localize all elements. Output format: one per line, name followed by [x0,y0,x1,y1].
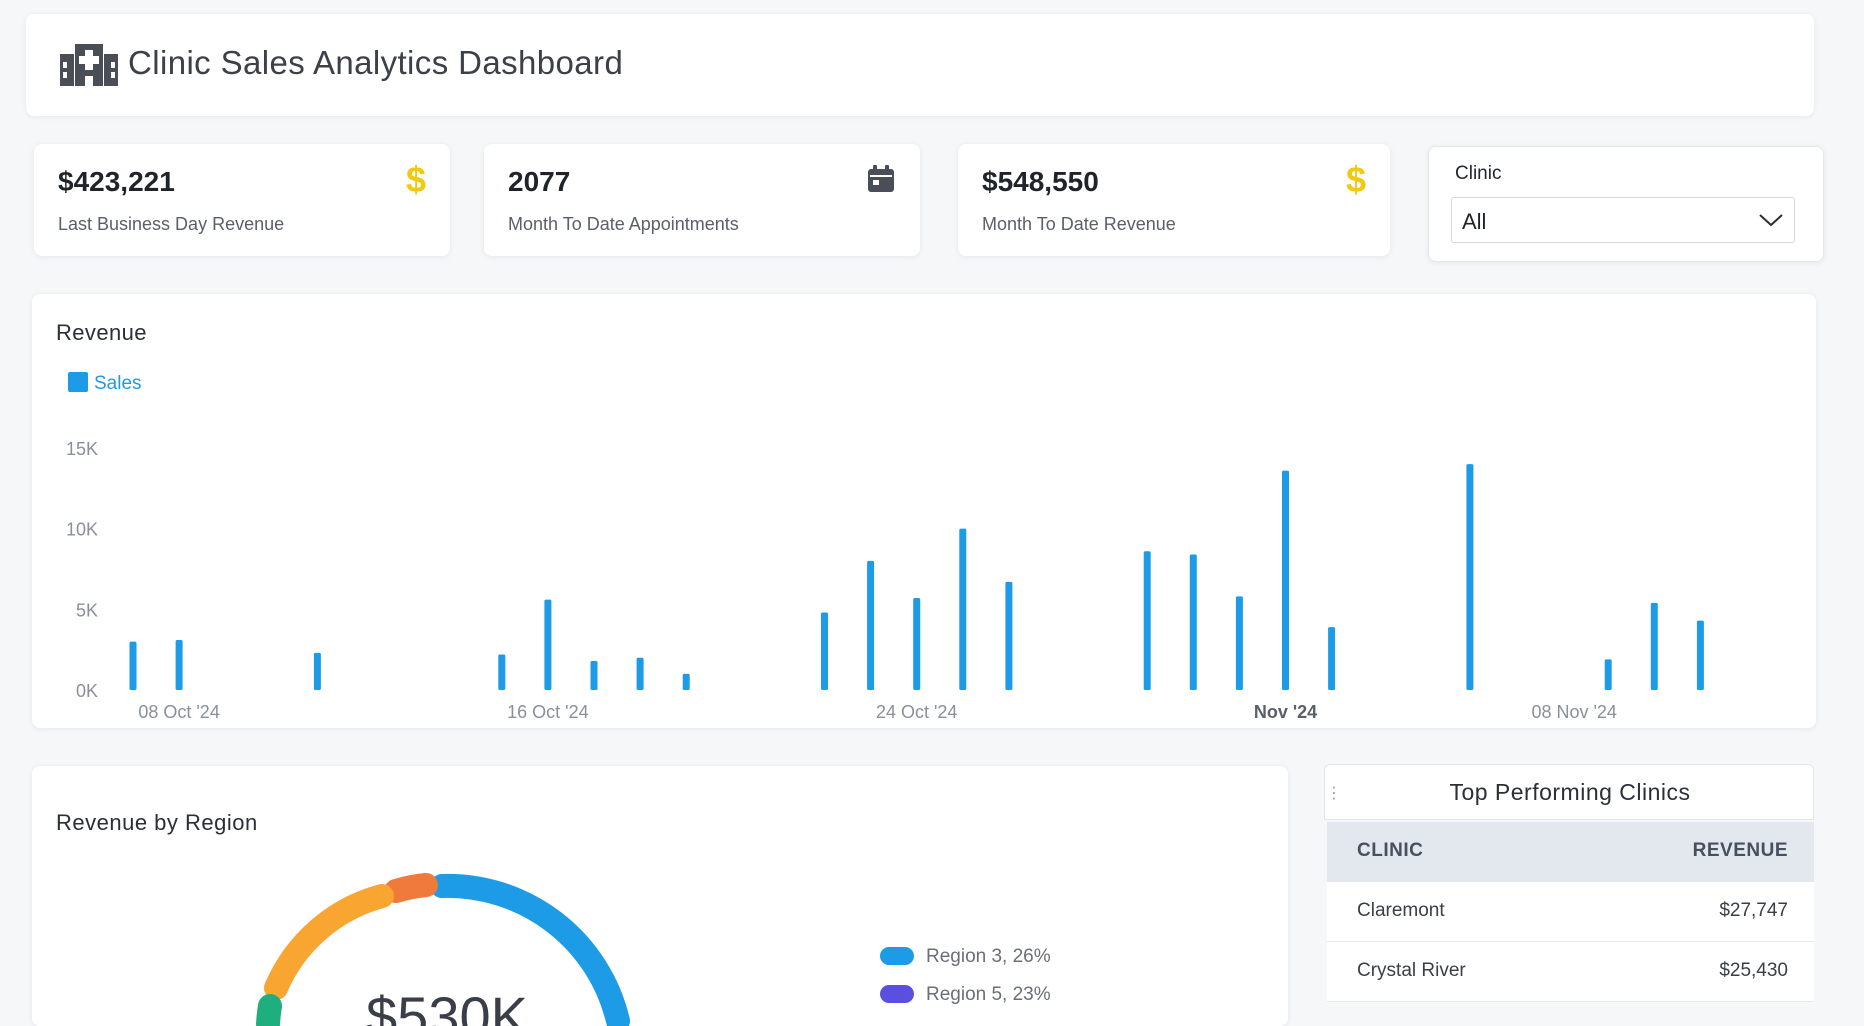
revenue-bar[interactable] [498,654,506,690]
legend-label: Region 5, 23% [926,984,1051,1005]
x-tick-label: 08 Oct '24 [138,702,219,722]
kpi-label: Month To Date Appointments [508,214,739,234]
revenue-bar[interactable] [590,660,598,690]
table-title: Top Performing Clinics [1449,779,1691,805]
column-header-clinic[interactable]: CLINIC [1357,840,1424,861]
column-header-revenue[interactable]: REVENUE [1692,840,1788,861]
kpi-card-last-business-day-revenue: $423,221 Last Business Day Revenue $ [34,144,450,256]
clinic-name: Crystal River [1357,960,1466,981]
calendar-icon [868,165,894,192]
y-tick-label: 10K [66,520,98,540]
dollar-icon: $ [1345,159,1366,200]
x-tick-label: Nov '24 [1254,702,1317,722]
kpi-card-month-to-date-revenue: $548,550 Month To Date Revenue $ [958,144,1390,256]
kpi-label: Last Business Day Revenue [58,214,285,234]
x-tick-label: 16 Oct '24 [507,702,588,722]
revenue-bar[interactable] [682,673,690,690]
revenue-bar[interactable] [544,599,552,690]
revenue-bar[interactable] [821,612,828,690]
table-row[interactable]: Claremont $27,747 [1327,882,1814,942]
revenue-bar[interactable] [1005,581,1013,690]
kpi-label: Month To Date Revenue [982,214,1176,234]
donut-segment-region-3 [430,873,630,1026]
revenue-bar[interactable] [1328,627,1336,690]
revenue-bar[interactable] [175,639,183,690]
revenue-bar[interactable] [129,641,137,690]
revenue-bar[interactable] [1143,551,1151,690]
clinic-select-value: All [1462,209,1487,234]
kpi-value: $548,550 [982,166,1099,197]
donut-segment-teal [256,994,282,1026]
y-tick-label: 0K [76,681,98,701]
revenue-bar[interactable] [1696,620,1704,690]
top-clinics-header: ⋮ Top Performing Clinics [1324,764,1814,820]
chart-title: Revenue [56,320,147,345]
region-legend-item[interactable]: Region 5, 23% [880,984,1051,1006]
region-legend-item[interactable]: Region 3, 26% [880,946,1051,968]
revenue-bar[interactable] [1466,464,1474,690]
x-tick-label: 08 Nov '24 [1531,702,1617,722]
clinic-revenue: $27,747 [1719,900,1788,921]
revenue-bar[interactable] [913,598,921,690]
drag-handle-icon[interactable]: ⋮ [1326,785,1342,802]
dashboard-header: Clinic Sales Analytics Dashboard [26,14,1814,116]
page-title: Clinic Sales Analytics Dashboard [128,44,624,81]
revenue-bar-chart: 0K 5K 10K 15K 08 Oct '24 16 Oct '24 24 Oct '24… [66,439,1704,722]
revenue-bar[interactable] [1235,596,1243,690]
legend-label: Sales [94,373,142,394]
revenue-bar[interactable] [313,652,321,690]
legend-swatch [880,985,914,1003]
legend-swatch [68,372,88,392]
table-header-row: CLINIC REVENUE [1327,822,1814,882]
chart-legend-item-sales[interactable]: Sales [68,372,142,395]
clinic-select[interactable]: All [1451,197,1795,243]
y-tick-label: 5K [76,600,98,620]
revenue-bar[interactable] [1604,659,1612,690]
revenue-bar[interactable] [959,528,967,690]
revenue-bar[interactable] [636,657,644,690]
kpi-card-month-to-date-appointments: 2077 Month To Date Appointments [484,144,920,256]
clinic-filter: Clinic All [1428,146,1824,262]
chevron-down-icon [1759,214,1783,227]
region-donut-chart: $530K [256,873,630,1026]
revenue-by-region-card: Revenue by Region $530K Region 3, 26% Re… [32,766,1288,1026]
table-row[interactable]: Crystal River $25,430 [1327,942,1814,1002]
chart-title: Revenue by Region [56,810,258,835]
x-tick-label: 24 Oct '24 [876,702,957,722]
y-tick-label: 15K [66,439,98,459]
hospital-icon [60,44,118,86]
legend-label: Region 3, 26% [926,946,1051,967]
clinic-revenue: $25,430 [1719,960,1788,981]
donut-segment-orange [384,873,438,903]
top-clinics-table-card: ⋮ Top Performing Clinics CLINIC REVENUE … [1324,764,1814,1024]
revenue-bar[interactable] [1189,554,1197,690]
donut-segment-amber [264,884,394,1000]
dollar-icon: $ [405,159,426,200]
legend-swatch [880,947,914,965]
revenue-bar[interactable] [1650,602,1658,690]
clinic-filter-label: Clinic [1455,163,1502,184]
revenue-bar[interactable] [1282,470,1289,690]
clinic-name: Claremont [1357,900,1445,921]
kpi-value: $423,221 [58,166,175,197]
revenue-chart-card: Revenue Sales 0K 5K 10K 15K 08 Oct '24 16 Oct… [32,294,1816,728]
revenue-bar[interactable] [867,560,875,690]
kpi-value: 2077 [508,166,571,197]
